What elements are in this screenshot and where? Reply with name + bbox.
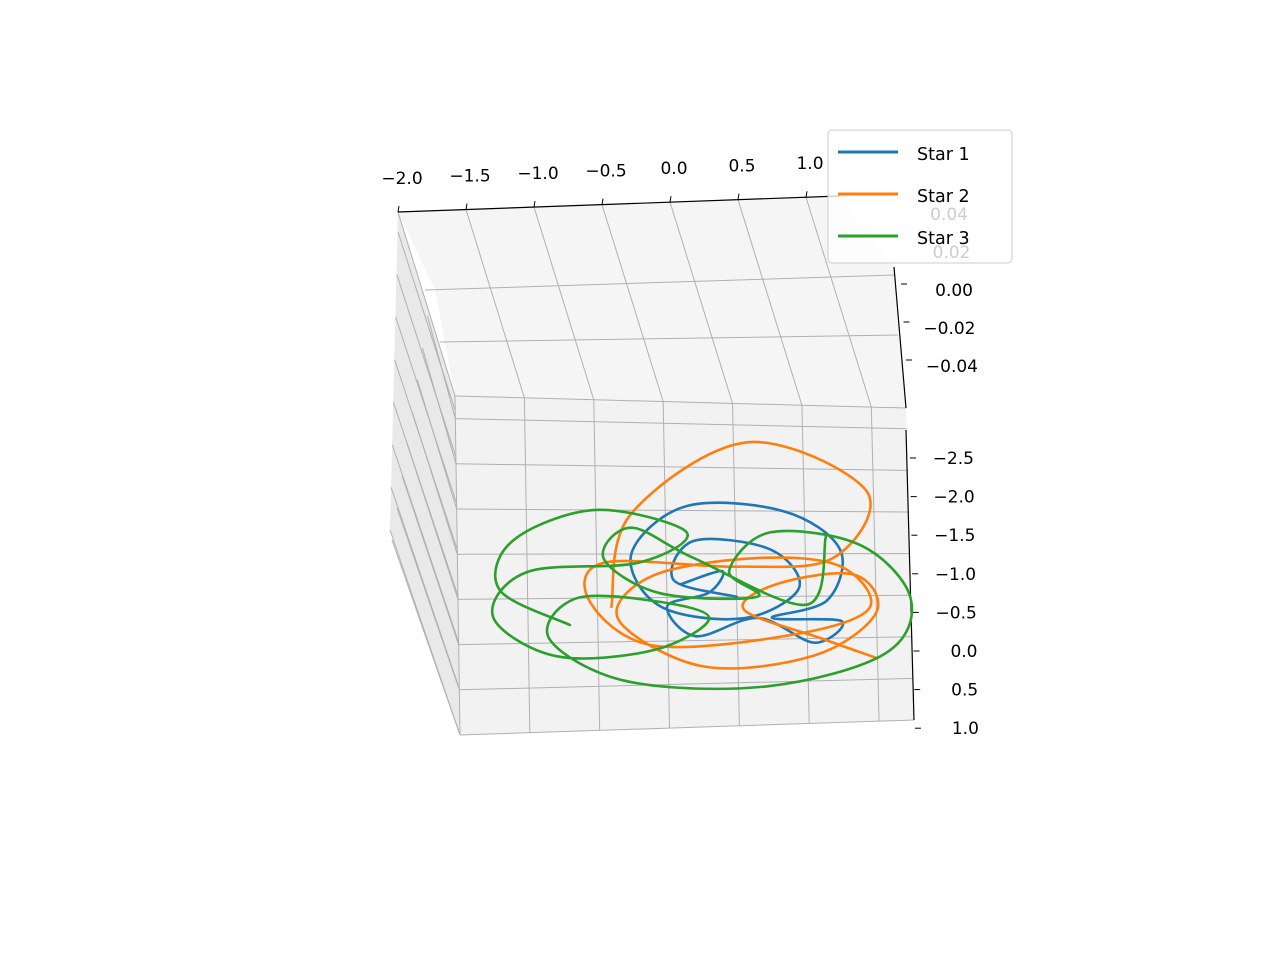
- x-tick-label: −1.0: [517, 164, 558, 184]
- x-tick: [533, 200, 536, 208]
- grid-line-back-x: [601, 204, 664, 402]
- x-tick-label: −2.0: [381, 169, 422, 189]
- y-tick-label: 0.0: [950, 642, 977, 662]
- y-tick-label: −2.0: [933, 488, 974, 508]
- grid-line-floor-y: [459, 677, 913, 691]
- grid-line-left: [396, 274, 457, 457]
- grid-line-floor-x: [732, 403, 740, 726]
- legend-label-star-3: Star 3: [917, 229, 970, 249]
- grid-line-left: [392, 402, 459, 596]
- grid-line-back-z: [454, 395, 907, 409]
- y-tick-label: −2.5: [933, 449, 974, 469]
- z-tick-label: −0.04: [926, 357, 978, 377]
- grid-line-floor-x: [454, 395, 461, 736]
- x-tick-label: −1.5: [449, 167, 490, 187]
- grid-line-floor-y: [456, 508, 909, 513]
- x-tick-label: 1.0: [796, 154, 823, 174]
- grid-line-back-x: [737, 199, 803, 406]
- grid-line-left: [397, 231, 456, 411]
- y-tick-label: 0.5: [951, 681, 978, 701]
- y-tick-label: −0.5: [936, 603, 977, 623]
- x-tick: [805, 191, 808, 198]
- grid-line-back-x: [397, 211, 456, 397]
- series-line-star-1: [629, 501, 845, 645]
- z-axis-line: [893, 266, 907, 409]
- y-tick-label: −1.0: [935, 565, 976, 585]
- grid-line-left: [391, 444, 460, 643]
- left-pane: [390, 212, 460, 735]
- y-tick-label: −1.5: [934, 526, 975, 546]
- grid-line-back-x: [805, 197, 872, 408]
- grid-line-back-z: [424, 274, 895, 291]
- grid-line-floor-y: [459, 719, 915, 736]
- grid-line-floor-y: [455, 418, 907, 430]
- x-tick: [669, 196, 672, 203]
- x-tick: [601, 198, 604, 205]
- z-tick-label: −0.02: [923, 319, 975, 339]
- grid-line-left: [395, 316, 457, 504]
- legend: Star 1 Star 2 Star 3: [827, 129, 1013, 264]
- grid-line-back-x: [669, 202, 734, 404]
- series-line-star-2: [583, 440, 880, 670]
- grid-line-floor-x: [870, 407, 880, 722]
- grid-line-floor-x: [801, 405, 810, 724]
- x-tick-label: 0.0: [660, 159, 687, 179]
- z-tick-label: 0.00: [935, 281, 973, 301]
- grid-lines: [389, 197, 915, 736]
- series-line-star-3: [490, 508, 914, 691]
- grid-line-left: [390, 487, 460, 689]
- x-tick: [397, 205, 400, 213]
- legend-label-star-1: Star 1: [917, 145, 970, 165]
- grid-line-left: [394, 359, 458, 550]
- grid-line-back-x: [533, 206, 595, 400]
- x-tick: [737, 193, 740, 200]
- grid-line-floor-x: [523, 397, 531, 733]
- grid-line-left-y: [401, 475, 460, 645]
- x-axis-line: [397, 195, 841, 213]
- grid-line-left: [389, 529, 461, 736]
- y-axis-line: [905, 429, 915, 721]
- series-group: [490, 440, 914, 691]
- grid-line-floor-y: [455, 463, 908, 471]
- grid-line-back-x: [465, 209, 525, 398]
- grid-line-floor-y: [458, 636, 912, 646]
- x-tick-label: −0.5: [585, 162, 626, 182]
- back-pane: [398, 196, 906, 408]
- x-tick-label: 0.5: [728, 157, 755, 177]
- axis-lines: [397, 191, 921, 729]
- legend-label-star-2: Star 2: [917, 187, 970, 207]
- x-tick: [465, 203, 468, 210]
- grid-line-back-z: [439, 334, 899, 343]
- y-tick-label: 1.0: [952, 719, 979, 739]
- legend-box: [827, 129, 1013, 264]
- grid-line-floor-x: [662, 401, 671, 729]
